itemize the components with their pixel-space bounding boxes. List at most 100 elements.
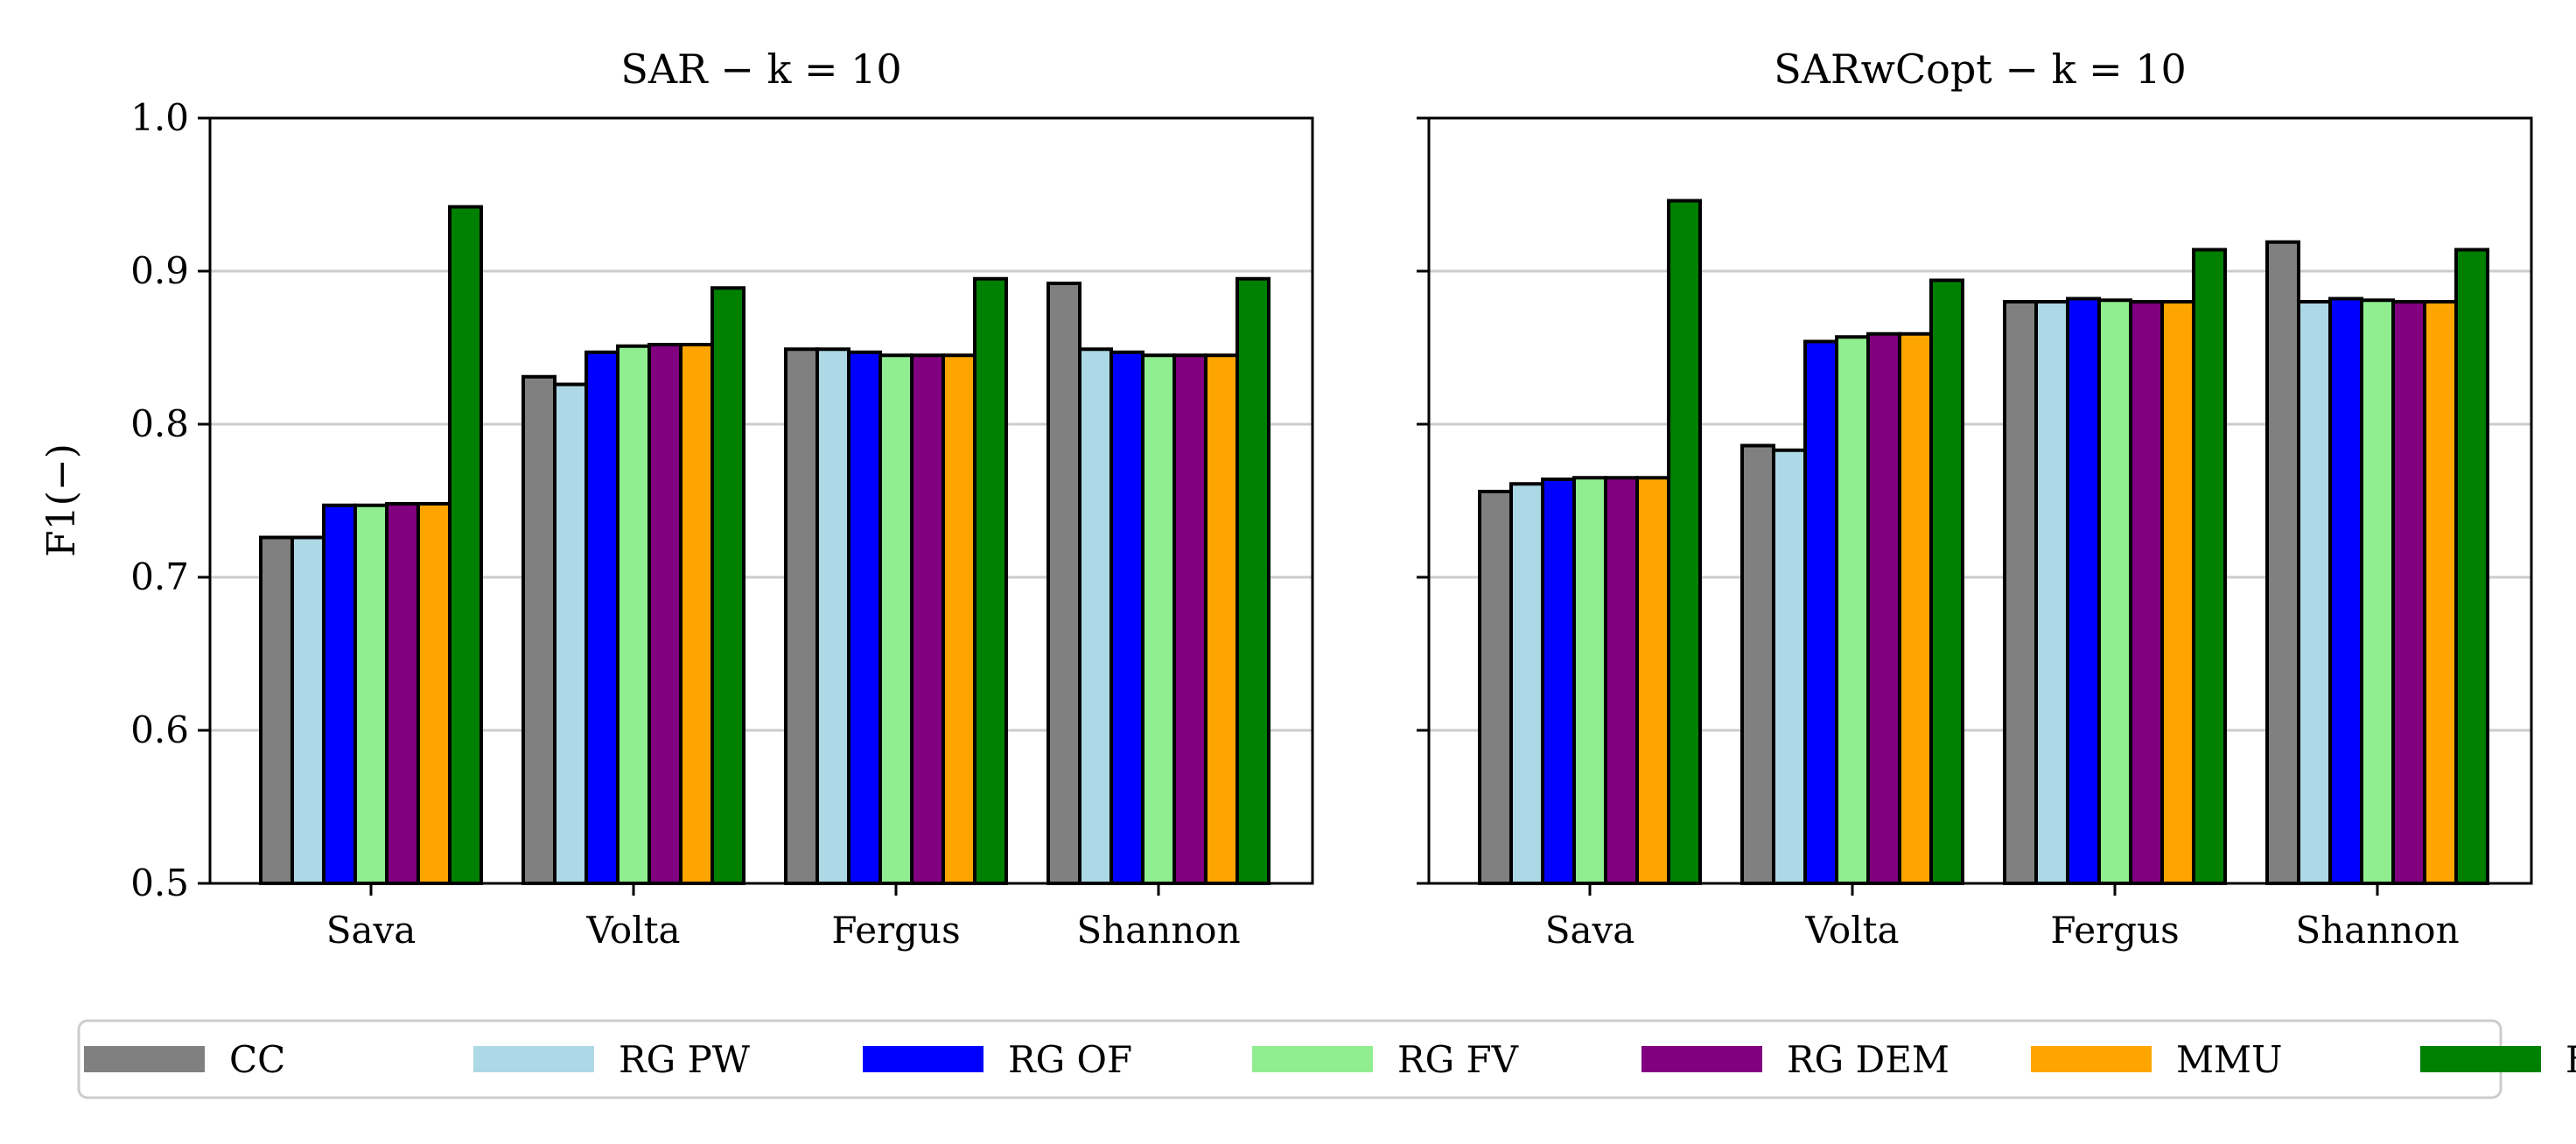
y-axis-label: F1(−) [39, 443, 84, 557]
bar-cc-sava [259, 535, 294, 885]
legend-swatch [2420, 1046, 2541, 1072]
bar-fa-sava [1667, 199, 1702, 885]
legend-item-mmu: MMU [2031, 1038, 2282, 1081]
bar-rg-pw-shannon [2297, 300, 2332, 885]
legend-item-rg-pw: RG PW [473, 1038, 751, 1081]
legend-label: RG FV [1397, 1038, 1519, 1081]
bar-fa-sava [448, 205, 483, 885]
y-tick-label: 0.9 [130, 249, 189, 292]
bar-cc-volta [522, 374, 556, 885]
bar-rg-pw-fergus [2034, 300, 2069, 885]
bar-rg-dem-sava [1604, 476, 1639, 885]
bar-cc-shannon [2265, 240, 2300, 885]
bar-mmu-sava [1635, 476, 1670, 885]
bar-rg-pw-fergus [816, 347, 850, 885]
legend: CC RG PW RG OF RG FV RG DEM MMU FA [77, 1019, 2576, 1099]
bar-cc-shannon [1046, 282, 1082, 885]
bar-rg-of-volta [584, 350, 620, 885]
x-tick-label: Volta [1804, 909, 1899, 952]
legend-label: RG DEM [1787, 1038, 1950, 1081]
x-tick-label: Fergus [831, 909, 960, 952]
bar-rg-of-shannon [2328, 296, 2363, 885]
legend-label: MMU [2176, 1038, 2282, 1081]
bar-rg-pw-volta [553, 382, 588, 885]
legend-label: RG PW [619, 1038, 751, 1081]
bars [259, 205, 1270, 885]
bar-rg-fv-volta [616, 344, 651, 885]
bar-mmu-volta [679, 343, 714, 885]
panel-sar: SAR − k = 10 0.5 0.6 0.7 0.8 0.9 1.0 Sava Volt… [39, 45, 1314, 952]
bars [1478, 199, 2489, 885]
y-tick-label: 0.6 [130, 708, 189, 751]
bar-rg-fv-volta [1835, 335, 1870, 885]
y-tick-label: 0.8 [130, 402, 189, 445]
legend-swatch [84, 1046, 205, 1072]
legend-swatch [1642, 1046, 1762, 1072]
bar-rg-of-fergus [2066, 296, 2101, 885]
bar-fa-shannon [2454, 248, 2489, 885]
legend-label: RG OF [1008, 1038, 1132, 1081]
panel-sarwcopt: SARwCopt − k = 10 Sava Volta Fergus Shannon [1417, 45, 2533, 952]
bar-rg-fv-fergus [2097, 298, 2132, 885]
bar-rg-of-shannon [1110, 350, 1144, 885]
x-axis: Sava Volta Fergus Shannon [1545, 883, 2460, 952]
bar-rg-fv-sava [1572, 476, 1607, 885]
bar-rg-dem-fergus [910, 353, 945, 885]
bar-rg-fv-sava [354, 503, 388, 885]
bar-cc-sava [1478, 490, 1513, 885]
bar-rg-dem-volta [648, 343, 682, 885]
legend-swatch [473, 1046, 594, 1072]
legend-item-cc: CC [84, 1038, 285, 1081]
bar-fa-fergus [2192, 248, 2227, 885]
bar-rg-dem-fergus [2129, 300, 2164, 885]
bar-mmu-fergus [2160, 300, 2195, 885]
bar-fa-volta [710, 286, 746, 885]
x-tick-label: Shannon [2295, 909, 2459, 952]
x-tick-label: Sava [1545, 909, 1635, 952]
bar-rg-dem-shannon [1172, 353, 1208, 885]
panel-title: SARwCopt − k = 10 [1774, 45, 2187, 93]
bar-rg-of-sava [322, 503, 357, 885]
bar-rg-pw-shannon [1078, 347, 1113, 885]
y-tick-label: 0.7 [130, 555, 189, 598]
bar-rg-pw-sava [1509, 482, 1544, 885]
bar-rg-fv-shannon [1141, 353, 1176, 885]
y-axis: 0.5 0.6 0.7 0.8 0.9 1.0 [130, 96, 210, 904]
legend-swatch [2031, 1046, 2152, 1072]
bar-cc-fergus [784, 347, 819, 885]
y-axis [1417, 116, 1429, 885]
legend-label: FA [2566, 1038, 2576, 1081]
x-tick-label: Shannon [1076, 909, 1240, 952]
bar-mmu-volta [1898, 331, 1933, 885]
bar-rg-dem-volta [1866, 331, 1901, 885]
bar-rg-dem-sava [385, 502, 420, 885]
bar-mmu-fergus [942, 353, 976, 885]
legend-item-rg-fv: RG FV [1252, 1038, 1519, 1081]
x-tick-label: Volta [585, 909, 680, 952]
bar-rg-of-fergus [847, 350, 882, 885]
bar-fa-shannon [1236, 276, 1270, 885]
bar-fa-volta [1929, 278, 1964, 885]
y-tick-label: 1.0 [130, 96, 189, 139]
legend-item-rg-dem: RG DEM [1642, 1038, 1950, 1081]
y-tick-label: 0.5 [130, 861, 189, 904]
legend-item-fa: FA [2420, 1038, 2576, 1081]
legend-label: CC [229, 1038, 285, 1081]
bar-rg-dem-shannon [2391, 300, 2426, 885]
bar-rg-fv-fergus [878, 353, 914, 885]
bar-rg-fv-shannon [2360, 298, 2395, 885]
bar-mmu-shannon [2423, 300, 2458, 885]
bar-rg-pw-volta [1772, 448, 1807, 885]
bar-rg-of-volta [1803, 339, 1838, 885]
bar-mmu-sava [416, 502, 452, 885]
legend-item-rg-of: RG OF [863, 1038, 1132, 1081]
bar-rg-of-sava [1541, 478, 1576, 885]
bar-mmu-shannon [1204, 353, 1239, 885]
plot-frame [208, 116, 1314, 885]
plot-frame [1427, 116, 2533, 885]
x-tick-label: Sava [326, 909, 416, 952]
bar-cc-fergus [2003, 300, 2038, 885]
x-axis: Sava Volta Fergus Shannon [326, 883, 1241, 952]
x-tick-label: Fergus [2050, 909, 2179, 952]
